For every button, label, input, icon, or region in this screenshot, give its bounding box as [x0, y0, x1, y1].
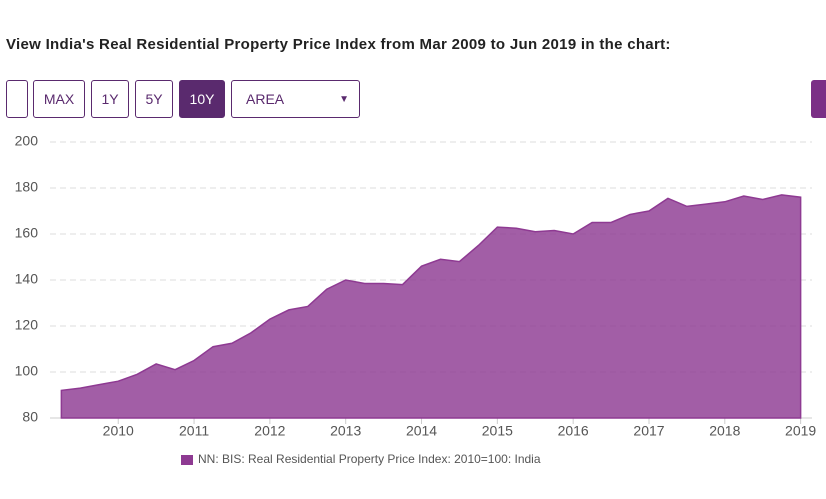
y-tick-label: 140	[15, 271, 39, 287]
range-button[interactable]: MAX	[33, 80, 85, 118]
x-tick-label: 2011	[179, 423, 209, 439]
x-tick-label: 2018	[709, 423, 740, 439]
x-tick-label: 2019	[785, 423, 816, 439]
y-tick-label: 120	[15, 317, 39, 333]
x-tick-label: 2017	[633, 423, 664, 439]
y-tick-label: 200	[15, 133, 39, 149]
area	[60, 194, 802, 419]
y-tick-label: 180	[15, 179, 39, 195]
chart: 80 100 120 140 160 180 200 2010 2011 2012 2013 2014…	[15, 133, 817, 466]
chart-type-select[interactable]: AREA ▼	[231, 80, 360, 118]
x-tick-label: 2012	[254, 423, 285, 439]
legend-swatch	[181, 455, 193, 465]
menu-button[interactable]	[811, 80, 826, 118]
range-button-active[interactable]: 10Y	[179, 80, 225, 118]
y-tick-label: 160	[15, 225, 39, 241]
y-tick-label: 100	[15, 363, 39, 379]
x-tick-label: 2015	[482, 423, 513, 439]
y-tick-label: 80	[22, 409, 38, 425]
x-tick-label: 2010	[103, 423, 134, 439]
heading: View India's Real Residential Property P…	[6, 36, 671, 53]
range-button[interactable]: 5Y	[135, 80, 173, 118]
x-tick-label: 2014	[406, 423, 437, 439]
range-button[interactable]: 1Y	[91, 80, 129, 118]
select-text: AREA	[246, 91, 285, 107]
x-tick-label: 2016	[558, 423, 589, 439]
caret: ▼	[339, 93, 349, 105]
blank-button[interactable]	[6, 80, 28, 118]
legend-label: NN: BIS: Real Residential Property Price…	[198, 452, 541, 466]
x-tick-label: 2013	[330, 423, 361, 439]
